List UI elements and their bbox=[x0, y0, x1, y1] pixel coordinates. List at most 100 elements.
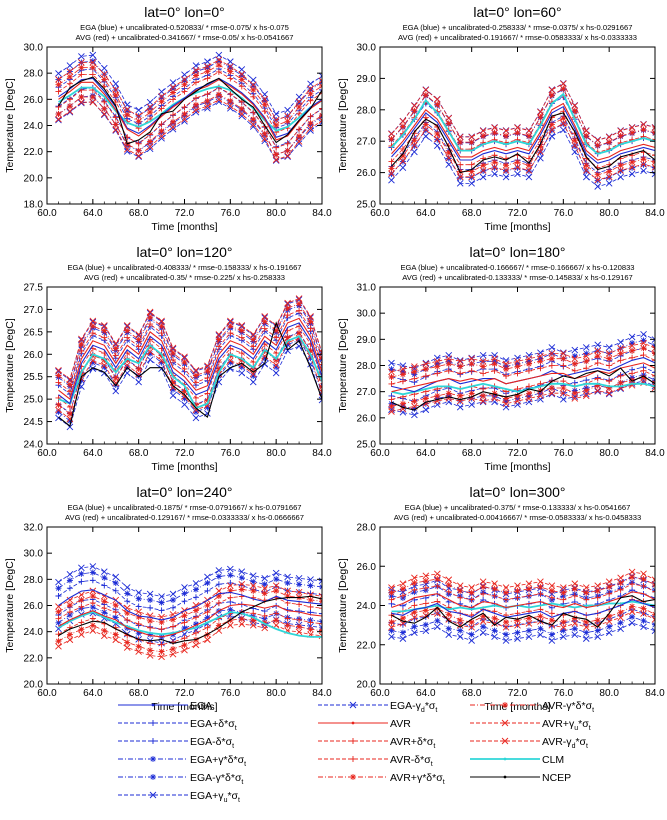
data-point bbox=[169, 384, 177, 391]
data-point bbox=[422, 395, 429, 402]
data-point bbox=[388, 176, 395, 184]
data-point bbox=[181, 388, 188, 395]
data-point bbox=[284, 334, 291, 341]
data-point bbox=[514, 159, 521, 166]
data-point bbox=[261, 355, 268, 362]
data-point bbox=[296, 623, 303, 630]
legend-marker bbox=[501, 737, 509, 745]
data-point bbox=[261, 574, 269, 582]
x-tick-label: 72.0 bbox=[508, 448, 528, 459]
data-point bbox=[651, 576, 655, 584]
data-point bbox=[89, 64, 96, 71]
series-line-ega-plus-gamma-u bbox=[58, 566, 322, 598]
data-point bbox=[457, 587, 464, 594]
data-point bbox=[433, 610, 441, 617]
data-point bbox=[55, 408, 62, 415]
data-point bbox=[284, 593, 291, 600]
y-tick-label: 22.0 bbox=[24, 147, 44, 158]
data-point bbox=[204, 58, 211, 65]
series-line-ncep bbox=[391, 112, 655, 174]
data-point bbox=[479, 351, 487, 359]
data-point bbox=[284, 615, 291, 622]
data-point bbox=[284, 112, 291, 120]
data-point bbox=[227, 579, 234, 586]
data-point bbox=[422, 132, 430, 140]
series-line-avr-plus-delta bbox=[391, 583, 655, 601]
data-point bbox=[250, 365, 257, 372]
data-point bbox=[135, 152, 142, 160]
data-point bbox=[147, 617, 154, 624]
x-tick-label: 84.0 bbox=[645, 208, 665, 219]
data-point bbox=[640, 156, 647, 163]
data-point bbox=[399, 371, 406, 378]
data-point bbox=[594, 176, 602, 184]
data-point bbox=[307, 97, 314, 104]
data-point bbox=[192, 408, 199, 415]
x-tick-label: 64.0 bbox=[416, 208, 436, 219]
series-line-avr-minus-gamma-delta bbox=[58, 332, 322, 415]
series-line-ega-plus-gamma-delta bbox=[58, 305, 322, 388]
data-point bbox=[55, 593, 62, 600]
series-line-avr bbox=[391, 102, 655, 161]
data-point bbox=[170, 350, 177, 357]
data-point bbox=[124, 111, 131, 118]
series-line-ncep bbox=[58, 321, 322, 428]
data-point bbox=[273, 334, 280, 341]
data-point bbox=[284, 118, 291, 125]
data-point bbox=[101, 574, 108, 581]
data-point bbox=[525, 132, 532, 139]
data-point bbox=[215, 96, 223, 103]
data-point bbox=[55, 115, 62, 123]
data-point bbox=[629, 354, 636, 361]
legend: EGA EGA+δ*σt EGA-δ*σt EGA+γ*δ*σt EGA-γ*δ*σt E… bbox=[118, 700, 594, 804]
data-point bbox=[594, 627, 601, 634]
data-point bbox=[503, 596, 510, 603]
data-point bbox=[66, 609, 73, 616]
data-point bbox=[583, 358, 590, 365]
series-line-ega-plus-gamma-delta bbox=[391, 88, 655, 147]
y-tick-label: 24.0 bbox=[357, 601, 377, 612]
data-point bbox=[101, 582, 108, 589]
data-point bbox=[480, 132, 487, 139]
data-point bbox=[503, 132, 510, 139]
y-tick-label: 28.0 bbox=[357, 361, 377, 372]
data-point bbox=[468, 355, 475, 363]
panel-title: lat=0° lon=60° bbox=[473, 4, 561, 20]
data-point bbox=[158, 653, 165, 661]
data-point bbox=[582, 392, 590, 400]
x-tick-label: 72.0 bbox=[175, 688, 195, 699]
data-point bbox=[456, 357, 464, 364]
data-point bbox=[468, 631, 475, 638]
data-point bbox=[503, 619, 510, 626]
data-point bbox=[560, 624, 567, 631]
data-point bbox=[514, 370, 521, 377]
data-point bbox=[502, 624, 510, 631]
data-point bbox=[388, 612, 395, 619]
data-point bbox=[284, 299, 291, 307]
data-point bbox=[445, 588, 452, 595]
data-point bbox=[238, 334, 245, 341]
series-line-avr-minus-delta bbox=[391, 110, 655, 169]
data-point bbox=[399, 585, 406, 592]
data-point bbox=[651, 344, 655, 352]
data-point bbox=[204, 602, 211, 609]
data-point bbox=[204, 614, 211, 621]
data-point bbox=[434, 101, 441, 108]
data-point bbox=[388, 380, 395, 387]
series-line-ega-minus-gamma-delta bbox=[391, 123, 655, 181]
y-axis-label: Temperature [DegC] bbox=[337, 78, 349, 173]
data-point bbox=[537, 625, 544, 632]
data-point bbox=[181, 88, 188, 95]
data-point bbox=[250, 578, 257, 585]
data-point bbox=[170, 604, 177, 611]
data-point bbox=[388, 130, 395, 138]
data-point bbox=[434, 392, 441, 399]
legend-label: EGA+γ*δ*σt bbox=[190, 754, 246, 768]
data-point bbox=[158, 132, 165, 140]
data-point bbox=[261, 581, 268, 588]
data-point bbox=[422, 580, 430, 588]
data-point bbox=[583, 350, 590, 357]
data-point bbox=[537, 387, 544, 394]
x-tick-label: 84.0 bbox=[312, 208, 332, 219]
x-tick-label: 64.0 bbox=[83, 688, 103, 699]
